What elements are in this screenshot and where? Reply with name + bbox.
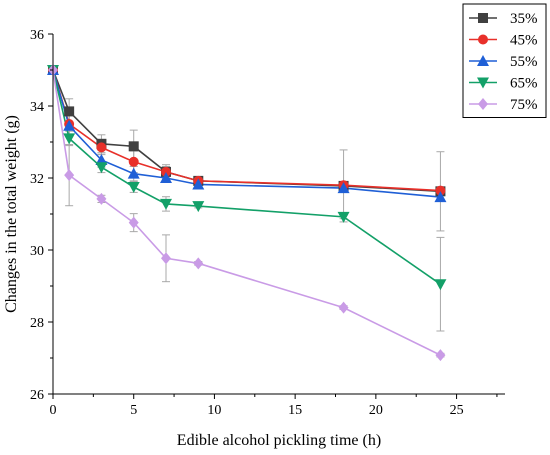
legend-item-35pct: 35% — [469, 11, 538, 27]
data-point-35pct — [64, 106, 75, 117]
data-point-35pct — [128, 141, 139, 152]
x-tick-label: 10 — [207, 403, 221, 418]
y-tick-label: 32 — [30, 172, 44, 187]
error-bars — [65, 98, 445, 358]
y-tick-label: 28 — [30, 316, 44, 331]
legend-label: 35% — [510, 11, 538, 27]
legend-marker — [477, 77, 489, 89]
y-tick-label: 36 — [30, 28, 44, 43]
x-tick-label: 0 — [50, 403, 57, 418]
series-line-65pct — [52, 69, 441, 285]
data-point-75pct — [193, 257, 204, 270]
data-point-55pct — [160, 172, 172, 183]
y-axis-title: Changes in the total weight (g) — [3, 115, 20, 313]
legend-marker — [478, 98, 488, 110]
data-point-45pct — [96, 142, 107, 153]
data-point-45pct — [161, 166, 171, 177]
series-line-75pct — [52, 69, 441, 356]
legend-marker — [478, 13, 488, 23]
data-point-75pct — [435, 349, 446, 362]
x-axis-title: Edible alcohol pickling time (h) — [177, 432, 381, 449]
data-point-55pct — [434, 191, 447, 203]
data-point-55pct — [127, 167, 140, 179]
y-tick-label: 34 — [30, 100, 44, 115]
data-point-45pct — [128, 156, 139, 167]
x-tick-label: 20 — [369, 403, 383, 418]
data-point-55pct — [192, 178, 205, 190]
legend-item-65pct: 65% — [469, 76, 538, 92]
y-tick-label: 30 — [30, 244, 44, 259]
series-line-55pct — [52, 69, 441, 198]
x-tick-label: 15 — [288, 403, 302, 418]
data-point-65pct — [434, 279, 447, 291]
data-point-45pct — [435, 185, 446, 196]
legend-label: 45% — [510, 33, 538, 49]
legend-item-55pct: 55% — [469, 54, 538, 70]
data-point-55pct — [337, 182, 350, 194]
legend-label: 75% — [510, 97, 538, 113]
data-point-65pct — [192, 201, 205, 213]
legend-label: 65% — [510, 76, 538, 92]
series-line-45pct — [52, 69, 441, 192]
data-point-65pct — [127, 182, 140, 193]
legend-item-45pct: 45% — [469, 33, 538, 49]
data-point-65pct — [95, 162, 108, 174]
legend-marker — [477, 55, 489, 66]
legend: 35% 45% 55% 65% 75% — [462, 3, 547, 118]
data-point-75pct — [338, 301, 349, 314]
data-point-75pct — [161, 252, 171, 265]
data-point-75pct — [64, 169, 75, 182]
data-point-75pct — [96, 192, 107, 205]
legend-label: 55% — [510, 54, 538, 70]
y-tick-label: 26 — [30, 388, 44, 403]
legend-marker — [478, 34, 488, 45]
data-point-65pct — [63, 133, 76, 145]
data-point-55pct — [63, 119, 76, 131]
series-lines — [52, 69, 441, 356]
data-point-65pct — [160, 198, 172, 210]
axes: 0 5 10 15 20 25 26 28 30 32 34 36 — [30, 28, 505, 418]
series-markers — [47, 64, 447, 362]
data-point-75pct — [128, 216, 139, 229]
data-point-65pct — [337, 211, 350, 223]
legend-item-75pct: 75% — [469, 97, 538, 113]
x-tick-label: 5 — [130, 403, 137, 418]
x-tick-label: 25 — [450, 403, 464, 418]
